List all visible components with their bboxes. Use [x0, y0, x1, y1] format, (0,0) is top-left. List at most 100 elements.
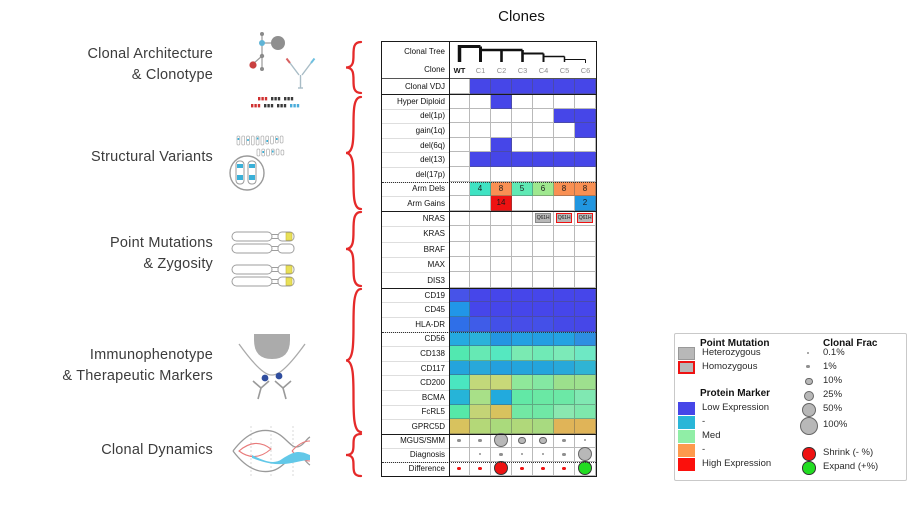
- row-label-cd138: CD138: [382, 346, 449, 362]
- cell-cd19-C6: [575, 287, 596, 303]
- row-label-cd117: CD117: [382, 361, 449, 377]
- frac-dot-diagnosis-C4: [542, 453, 544, 456]
- cell-cd45-C4: [533, 302, 554, 317]
- cell-del-13--C2: [491, 152, 512, 167]
- cell-arm-gains-WT: [449, 196, 470, 211]
- cell-cd19-WT: [449, 287, 470, 303]
- cell-difference-C6: [575, 461, 596, 476]
- legend-title-point-mutation: Point Mutation: [700, 338, 770, 349]
- legend-dynamics-label-0: Shrink (- %): [823, 447, 874, 458]
- legend-label-homozygous: Homozygous: [702, 361, 758, 372]
- frac-dot-difference-C3: [520, 466, 524, 471]
- section-border-point-mutations: [382, 210, 596, 212]
- row-label-cd19: CD19: [382, 288, 449, 304]
- cell-hla-dr-C2: [491, 317, 512, 332]
- legend-dynamics-dot-0: [802, 447, 816, 461]
- legend-label-protein-0: Low Expression: [702, 402, 770, 413]
- cell-braf-C4: [533, 241, 554, 257]
- cell-kras-C3: [512, 226, 533, 242]
- section-border-clonal-dynamics: [382, 433, 596, 435]
- clonal-tree-svg: WT C1 C2 C3 C4 C5 C6: [449, 42, 596, 78]
- cell-hyper-diploid-C5: [554, 94, 575, 109]
- section-label-immunophenotype: Immunophenotype & Therapeutic Markers: [0, 345, 213, 387]
- cell-cd45-C6: [575, 302, 596, 317]
- section-label-line: Structural Variants: [91, 149, 213, 165]
- clone-header-C5: C5: [560, 66, 570, 75]
- legend-label-protein-1: -: [702, 416, 706, 427]
- mutation-Q61H-C4: Q61H: [534, 212, 552, 223]
- frac-dot-mgus-smm-C1: [478, 438, 482, 443]
- cell-hla-dr-C6: [575, 317, 596, 332]
- legend-frac-dot-25%: [804, 390, 814, 401]
- cell-diagnosis-C1: [470, 447, 491, 462]
- legend-frac-label-5: 100%: [823, 418, 848, 430]
- cell-cd117-C6: [575, 360, 596, 376]
- row-label-gprc5d: GPRC5D: [382, 419, 449, 435]
- cell-gprc5d-C4: [533, 419, 554, 434]
- frac-dot-difference-C5: [562, 466, 566, 471]
- cell-del-6q--WT: [449, 137, 470, 153]
- cell-nras-C2: [491, 210, 512, 227]
- legend-frac-label-2: 10%: [823, 374, 843, 386]
- cell-cd200-C5: [554, 375, 575, 390]
- cell-del-6q--C6: [575, 137, 596, 153]
- cell-difference-WT: [449, 461, 470, 476]
- cell-gain-1q--C3: [512, 123, 533, 138]
- section-label-line: Point Mutations: [110, 235, 213, 251]
- section-label-point-mutations: Point Mutations & Zygosity: [0, 233, 213, 275]
- cell-gain-1q--WT: [449, 123, 470, 138]
- row-label-max: MAX: [382, 257, 449, 274]
- cell-cd138-C6: [575, 346, 596, 361]
- frac-dot-mgus-smm-C5: [562, 438, 566, 443]
- cell-fcrl5-C1: [470, 404, 491, 420]
- legend-label-protein-4: High Expression: [702, 458, 772, 469]
- cell-hla-dr-C3: [512, 317, 533, 332]
- cell-cd200-C6: [575, 375, 596, 390]
- frac-dot-difference-C6: [578, 461, 592, 476]
- cell-arm-dels-WT: [449, 181, 470, 197]
- cell-del-17p--WT: [449, 167, 470, 182]
- cell-cd45-WT: [449, 302, 470, 317]
- chromosome-pair-icon: [230, 228, 302, 290]
- tree-separator-line: [382, 78, 596, 79]
- cell-cd56-C6: [575, 331, 596, 347]
- cell-del-13--C4: [533, 152, 554, 167]
- cell-max-C2: [491, 257, 512, 273]
- row-label-kras: KRAS: [382, 226, 449, 243]
- cell-cd138-C1: [470, 346, 491, 361]
- cell-del-17p--C4: [533, 167, 554, 182]
- legend-label-protein-3: -: [702, 444, 706, 455]
- cell-del-17p--C6: [575, 167, 596, 182]
- cell-diagnosis-C5: [554, 447, 575, 462]
- cell-hyper-diploid-WT: [449, 94, 470, 109]
- legend-swatch-protein-1: [678, 415, 695, 429]
- legend-frac-label-0: 0.1%: [823, 346, 845, 358]
- legend-frac-dot-100%: [800, 416, 818, 435]
- cell-hyper-diploid-C1: [470, 94, 491, 109]
- brace-structural-variants: [345, 95, 363, 211]
- dotted-separator-after-hla-dr: [382, 331, 596, 333]
- cell-nras-C5: Q61H: [554, 210, 575, 227]
- cell-del-13--C1: [470, 152, 491, 167]
- cell-del-1p--C1: [470, 108, 491, 124]
- cell-mgus-smm-WT: [449, 433, 470, 448]
- cell-cd56-C4: [533, 331, 554, 347]
- cell-cd56-C1: [470, 331, 491, 347]
- cell-cd56-C5: [554, 331, 575, 347]
- cell-dis3-C1: [470, 272, 491, 288]
- cell-cd138-C5: [554, 346, 575, 361]
- cell-del-13--C6: [575, 152, 596, 167]
- section-braces: [345, 40, 363, 478]
- cell-dis3-C3: [512, 272, 533, 288]
- cell-braf-WT: [449, 241, 470, 257]
- cell-difference-C5: [554, 461, 575, 476]
- cell-arm-gains-C6: 2: [575, 196, 596, 211]
- frac-dot-diagnosis-C3: [521, 453, 523, 456]
- cell-del-1p--C6: [575, 108, 596, 124]
- cell-del-13--C3: [512, 152, 533, 167]
- cell-cd117-C5: [554, 360, 575, 376]
- cell-clonal-vdj-C1: [470, 78, 491, 94]
- cell-arm-gains-C4: [533, 196, 554, 211]
- cell-cd19-C3: [512, 287, 533, 303]
